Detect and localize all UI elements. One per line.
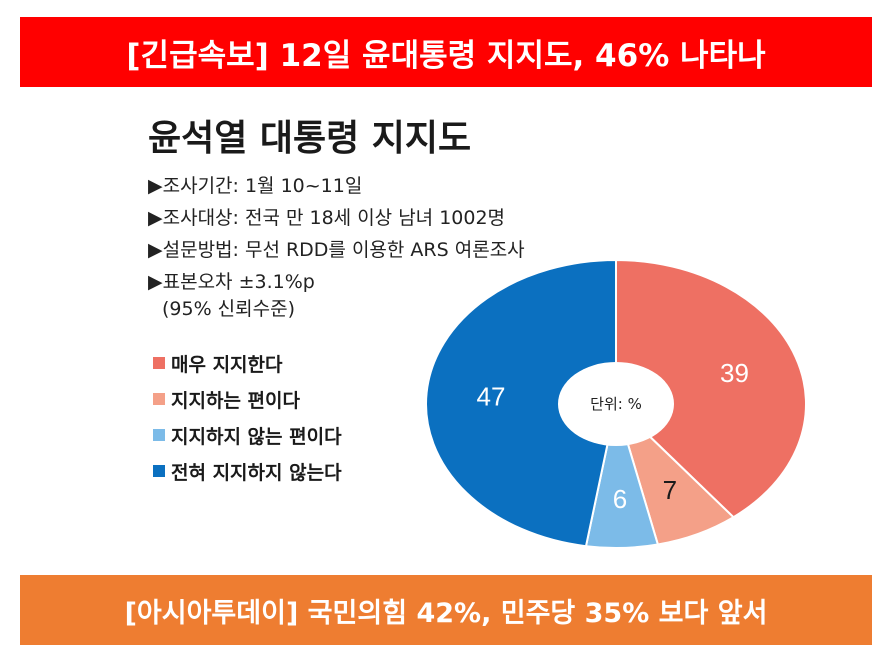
- chart-title: 윤석열 대통령 지지도: [148, 118, 472, 159]
- legend-item-somewhat-oppose: 지지하지 않는 편이다: [153, 417, 342, 453]
- slice-value-label: 39: [720, 358, 749, 388]
- slice-value-label: 7: [663, 475, 677, 505]
- confidence-level: (95% 신뢰수준): [162, 298, 296, 320]
- sampling-error: ▶표본오차 ±3.1%p: [148, 271, 315, 293]
- legend-item-strongly-support: 매우 지지한다: [153, 345, 342, 381]
- sub-headline-text: [아시아투데이] 국민의힘 42%, 민주당 35% 보다 앞서: [124, 597, 768, 629]
- legend-swatch: [153, 429, 165, 441]
- pie-chart: 39 7 6 47 단위: %: [425, 258, 807, 549]
- survey-target: ▶조사대상: 전국 만 18세 이상 남녀 1002명: [148, 207, 506, 229]
- slice-value-label: 47: [477, 382, 506, 412]
- legend-swatch: [153, 465, 165, 477]
- chart-card: 윤석열 대통령 지지도 ▶조사기간: 1월 10~11일 ▶조사대상: 전국 만…: [20, 87, 872, 567]
- legend-label: 전혀 지지하지 않는다: [171, 461, 342, 484]
- survey-method: ▶설문방법: 무선 RDD를 이용한 ARS 여론조사: [148, 239, 525, 261]
- chart-legend: 매우 지지한다 지지하는 편이다 지지하지 않는 편이다 전혀 지지하지 않는다: [153, 345, 342, 489]
- headline-banner: [긴급속보] 12일 윤대통령 지지도, 46% 나타나: [20, 17, 872, 87]
- survey-info: ▶조사기간: 1월 10~11일 ▶조사대상: 전국 만 18세 이상 남녀 1…: [148, 170, 525, 324]
- legend-label: 지지하지 않는 편이다: [171, 425, 342, 448]
- legend-item-strongly-oppose: 전혀 지지하지 않는다: [153, 453, 342, 489]
- donut-hole: [558, 362, 674, 446]
- unit-label: 단위: %: [590, 395, 642, 413]
- legend-label: 매우 지지한다: [171, 353, 283, 376]
- sub-headline-banner: [아시아투데이] 국민의힘 42%, 민주당 35% 보다 앞서: [20, 575, 872, 645]
- slice-value-label: 6: [613, 484, 627, 514]
- legend-swatch: [153, 357, 165, 369]
- survey-period: ▶조사기간: 1월 10~11일: [148, 175, 363, 197]
- headline-text: [긴급속보] 12일 윤대통령 지지도, 46% 나타나: [126, 37, 766, 74]
- legend-label: 지지하는 편이다: [171, 389, 300, 412]
- slice-strongly-support: [615, 258, 807, 519]
- slice-strongly-oppose: [425, 258, 617, 548]
- legend-item-somewhat-support: 지지하는 편이다: [153, 381, 342, 417]
- legend-swatch: [153, 393, 165, 405]
